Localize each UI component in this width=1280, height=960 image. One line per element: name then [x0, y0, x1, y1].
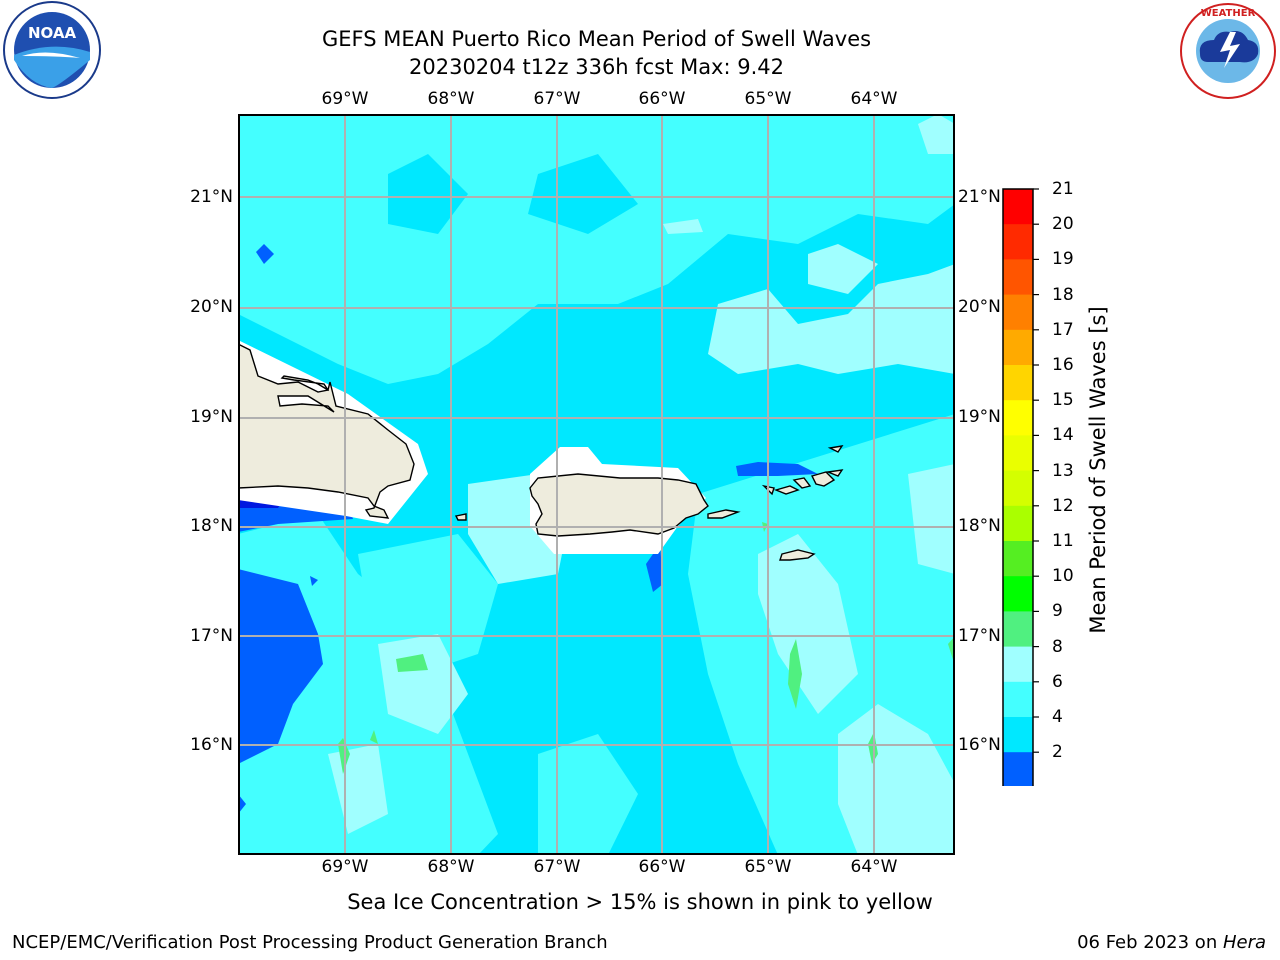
nws-logo: WEATHER [1180, 3, 1276, 99]
colorbar-band-5 [1003, 365, 1033, 401]
lat-label-left-1: 20°N [190, 297, 233, 317]
land-areas [238, 343, 844, 561]
colorbar-tick-label-8: 13 [1052, 460, 1074, 481]
lon-label-bottom-3: 66°W [638, 857, 686, 877]
lat-label-right-1: 20°N [958, 297, 1001, 317]
colorbar-tick-label-7: 14 [1052, 425, 1074, 446]
colorbar-band-12 [1003, 611, 1033, 648]
colorbar-band-13 [1003, 646, 1033, 683]
lat-label-right-2: 19°N [958, 407, 1001, 427]
colorbar-tick-label-1: 20 [1052, 214, 1074, 235]
colorbar-tick-label-15: 4 [1052, 707, 1063, 727]
colorbar-band-11 [1003, 576, 1033, 612]
mona-island [454, 513, 467, 521]
lat-label-left-2: 19°N [190, 407, 233, 427]
colorbar-tick-label-13: 8 [1052, 636, 1063, 657]
colorbar-band-8 [1003, 470, 1033, 507]
st-croix-island [779, 549, 816, 561]
colorbar-tick-label-6: 15 [1052, 390, 1074, 411]
lat-label-right-5: 16°N [958, 735, 1001, 755]
colorbar-frame [1002, 188, 1034, 786]
lon-label-top-5: 64°W [850, 89, 898, 109]
colorbar-tick-label-12: 9 [1052, 601, 1063, 622]
sea-ice-caption: Sea Ice Concentration > 15% is shown in … [347, 890, 933, 914]
lon-label-top-4: 65°W [744, 89, 792, 109]
colorbar-label: Mean Period of Swell Waves [s] [1086, 306, 1110, 634]
colorbar-tick-label-0: 21 [1052, 179, 1074, 199]
footer-date: 06 Feb 2023 on Hera [1077, 932, 1266, 953]
colorbar-band-6 [1003, 400, 1033, 436]
lon-label-bottom-0: 69°W [321, 857, 369, 877]
nws-ring-text: WEATHER [1201, 8, 1256, 19]
colorbar-tick-label-3: 18 [1052, 284, 1074, 305]
colorbar-band-10 [1003, 541, 1033, 577]
colorbar-tick-label-14: 6 [1052, 671, 1063, 692]
colorbar-tick-label-2: 19 [1052, 249, 1074, 270]
lat-label-right-4: 17°N [958, 626, 1001, 646]
lon-label-top-2: 67°W [533, 89, 581, 109]
colorbar-band-16 [1003, 752, 1033, 786]
colorbar-band-7 [1003, 435, 1033, 472]
colorbar-band-14 [1003, 681, 1033, 718]
lon-label-bottom-4: 65°W [744, 857, 792, 877]
lon-label-top-3: 66°W [638, 89, 686, 109]
lat-label-right-3: 18°N [958, 516, 1001, 536]
lat-label-left-4: 17°N [190, 626, 233, 646]
lat-label-left-0: 21°N [190, 187, 233, 207]
chart-title-line2: 20230204 t12z 336h fcst Max: 9.42 [409, 55, 784, 79]
colorbar-tick-label-10: 11 [1052, 531, 1074, 551]
colorbar-band-0 [1003, 189, 1033, 225]
noaa-logo-text: NOAA [28, 24, 77, 42]
footer-branch: NCEP/EMC/Verification Post Processing Pr… [12, 932, 608, 953]
colorbar-band-2 [1003, 259, 1033, 296]
colorbar-band-1 [1003, 224, 1033, 260]
vieques-island [707, 509, 741, 519]
lat-label-right-0: 21°N [958, 187, 1001, 207]
hispaniola-north-bay [277, 395, 335, 413]
map-gridlines [238, 114, 955, 855]
colorbar [1002, 188, 1039, 786]
colorbar-band-3 [1003, 294, 1033, 331]
lat-label-left-5: 16°N [190, 735, 233, 755]
chart-title-line1: GEFS MEAN Puerto Rico Mean Period of Swe… [321, 27, 872, 51]
hispaniola-land [238, 343, 415, 519]
lon-label-bottom-2: 67°W [533, 857, 581, 877]
lon-label-bottom-1: 68°W [427, 857, 475, 877]
lon-label-bottom-5: 64°W [850, 857, 898, 877]
colorbar-tick-label-11: 10 [1052, 566, 1074, 587]
colorbar-tick-label-16: 2 [1052, 742, 1063, 763]
lat-label-left-3: 18°N [190, 516, 233, 536]
colorbar-band-9 [1003, 505, 1033, 542]
colorbar-tick-label-9: 12 [1052, 495, 1074, 516]
colorbar-tick-label-4: 17 [1052, 319, 1074, 340]
map-frame [238, 114, 955, 855]
colorbar-band-4 [1003, 329, 1033, 366]
virgin-islands [761, 445, 844, 496]
lon-label-top-1: 68°W [427, 89, 475, 109]
colorbar-tick-label-5: 16 [1052, 355, 1074, 375]
map-panel [238, 114, 955, 855]
lon-label-top-0: 69°W [321, 89, 369, 109]
colorbar-band-15 [1003, 717, 1033, 753]
footer-date-text: 06 Feb 2023 on [1077, 932, 1223, 953]
noaa-logo: NOAA [3, 1, 101, 99]
footer-host: Hera [1222, 932, 1266, 953]
